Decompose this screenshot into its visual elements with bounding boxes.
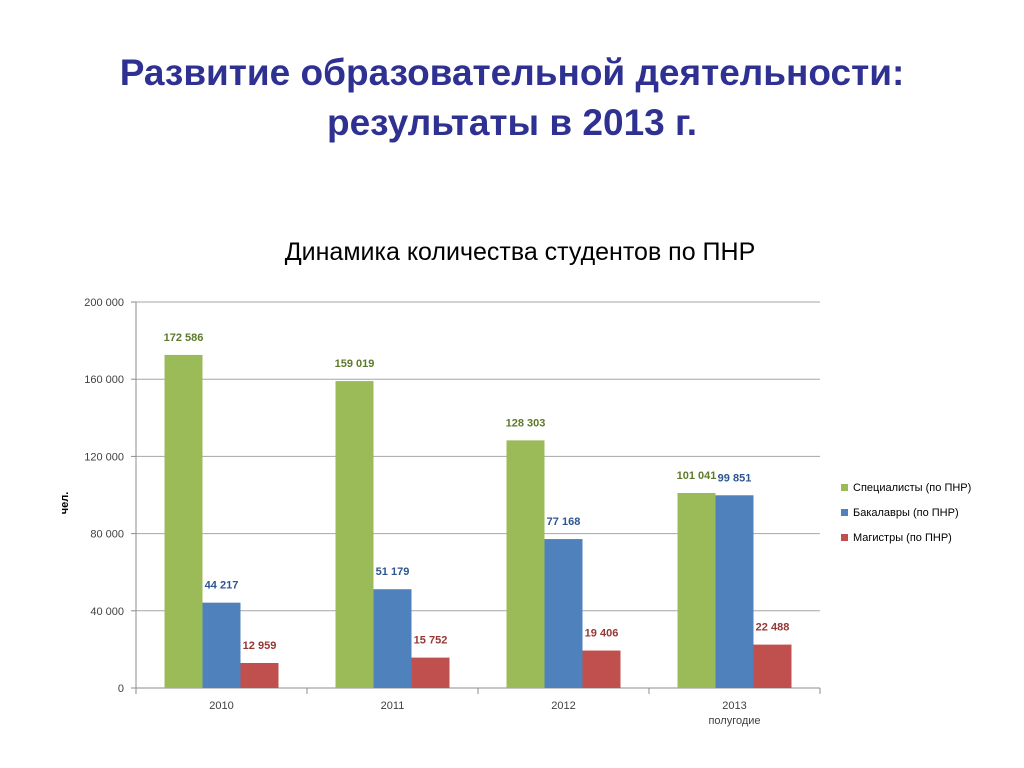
bar-value-label: 159 019 bbox=[335, 358, 375, 370]
bar-value-label: 12 959 bbox=[243, 640, 277, 652]
bar-value-label: 51 179 bbox=[376, 566, 410, 578]
slide-title: Развитие образовательной деятельности: р… bbox=[0, 48, 1024, 148]
bar-value-label: 19 406 bbox=[585, 628, 619, 640]
legend-entry: Специалисты (по ПНР) bbox=[853, 482, 971, 494]
bar-value-label: 172 586 bbox=[164, 332, 204, 344]
bar bbox=[544, 539, 583, 688]
bar bbox=[753, 644, 792, 688]
legend-swatch bbox=[841, 484, 848, 491]
legend-entry: Магистры (по ПНР) bbox=[853, 532, 952, 544]
bar bbox=[164, 354, 203, 688]
bar bbox=[715, 495, 754, 688]
x-tick-label: 2010 bbox=[209, 700, 233, 712]
bar bbox=[582, 650, 621, 688]
x-tick-label: 2012 bbox=[551, 700, 575, 712]
y-tick-label: 160 000 bbox=[84, 374, 124, 386]
chart-title: Динамика количества студентов по ПНР bbox=[284, 238, 756, 266]
y-tick-label: 120 000 bbox=[84, 451, 124, 463]
bar bbox=[240, 662, 279, 688]
bar bbox=[373, 589, 412, 688]
legend-swatch bbox=[841, 509, 848, 516]
bar-value-label: 99 851 bbox=[718, 472, 752, 484]
bar-value-label: 128 303 bbox=[506, 417, 546, 429]
bar bbox=[335, 381, 374, 688]
bar bbox=[506, 440, 545, 688]
bar-value-label: 15 752 bbox=[414, 635, 448, 647]
legend-swatch bbox=[841, 534, 848, 541]
bar bbox=[677, 492, 716, 688]
bar-value-label: 77 168 bbox=[547, 516, 581, 528]
y-tick-label: 80 000 bbox=[90, 529, 124, 541]
legend-entry: Бакалавры (по ПНР) bbox=[853, 507, 959, 519]
y-tick-label: 0 bbox=[118, 683, 124, 695]
y-tick-label: 40 000 bbox=[90, 606, 124, 618]
slide-title-line-2: результаты в 2013 г. bbox=[326, 102, 698, 143]
y-axis-label: чел. bbox=[59, 492, 71, 515]
slide-title-line-1: Развитие образовательной деятельности: bbox=[119, 52, 905, 93]
y-tick-label: 200 000 bbox=[84, 297, 124, 309]
bar-value-label: 22 488 bbox=[756, 622, 790, 634]
bar bbox=[202, 602, 241, 688]
x-tick-label: 2013 bbox=[722, 700, 746, 712]
x-tick-label: 2011 bbox=[381, 700, 405, 712]
bar-value-label: 101 041 bbox=[677, 470, 717, 482]
x-tick-label: полугодие bbox=[708, 715, 760, 727]
bar bbox=[411, 657, 450, 688]
bar-value-label: 44 217 bbox=[205, 580, 239, 592]
